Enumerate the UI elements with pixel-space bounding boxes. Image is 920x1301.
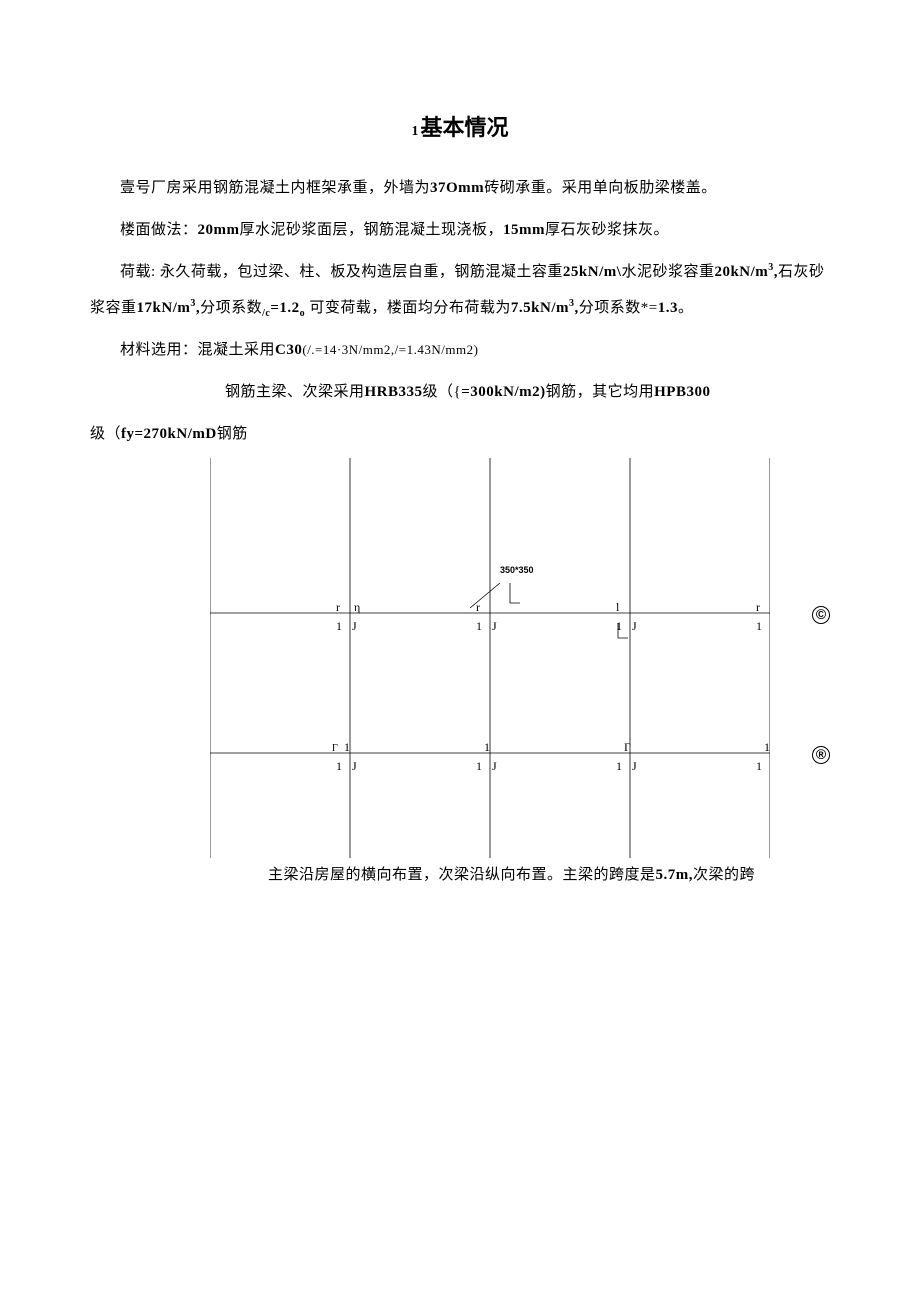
svg-text:350*350: 350*350 bbox=[500, 565, 534, 575]
svg-text:J: J bbox=[632, 759, 637, 773]
svg-text:J: J bbox=[352, 619, 357, 633]
svg-text:1: 1 bbox=[336, 759, 342, 773]
paragraph-2: 楼面做法：20mm厚水泥砂浆面层，钢筋混凝土现浇板，15mm厚石灰砂浆抹灰。 bbox=[90, 212, 830, 248]
paragraph-5b: 级（fy=270kN/mD钢筋 bbox=[90, 416, 830, 452]
svg-text:J: J bbox=[632, 619, 637, 633]
svg-text:r: r bbox=[336, 600, 340, 614]
paragraph-5: 钢筋主梁、次梁采用HRB335级（{=300kN/m2)钢筋，其它均用HPB30… bbox=[225, 374, 830, 410]
footer-paragraph: 主梁沿房屋的横向布置，次梁沿纵向布置。主梁的跨度是5.7m,次梁的跨 bbox=[268, 859, 755, 892]
svg-text:1: 1 bbox=[616, 759, 622, 773]
title-text: 基本情况 bbox=[420, 115, 508, 140]
svg-text:1: 1 bbox=[616, 619, 622, 633]
svg-text:1: 1 bbox=[756, 759, 762, 773]
paragraph-3: 荷载: 永久荷载，包过梁、柱、板及构造层自重，钢筋混凝土容重25kN/m\水泥砂… bbox=[90, 254, 830, 326]
svg-text:J: J bbox=[352, 759, 357, 773]
svg-text:l: l bbox=[616, 600, 620, 614]
svg-text:η: η bbox=[354, 600, 360, 614]
title-number: 1 bbox=[411, 124, 418, 139]
svg-text:1: 1 bbox=[344, 740, 350, 754]
section-title: 1基本情况 bbox=[90, 110, 830, 142]
svg-text:1: 1 bbox=[484, 740, 490, 754]
svg-text:1: 1 bbox=[764, 740, 770, 754]
paragraph-1: 壹号厂房采用钢筋混凝土内框架承重，外墙为37Omm砖砌承重。采用单向板肋梁楼盖。 bbox=[90, 170, 830, 206]
svg-text:J: J bbox=[492, 759, 497, 773]
structural-diagram: 350*350rη1Jr1Jl1Jrη1J1Γ1J11JΓ1J11J © ® 主… bbox=[90, 458, 830, 878]
paragraph-4: 材料选用：混凝土采用C30(/.=14·3N/mm2,/=1.43N/mm2) bbox=[90, 332, 830, 368]
svg-text:r: r bbox=[756, 600, 760, 614]
svg-text:1: 1 bbox=[476, 759, 482, 773]
svg-text:r: r bbox=[476, 600, 480, 614]
svg-text:1: 1 bbox=[476, 619, 482, 633]
svg-text:1: 1 bbox=[756, 619, 762, 633]
axis-label-c: © bbox=[812, 606, 830, 624]
diagram-svg: 350*350rη1Jr1Jl1Jrη1J1Γ1J11JΓ1J11J bbox=[210, 458, 770, 858]
svg-text:Γ: Γ bbox=[624, 740, 631, 754]
svg-text:J: J bbox=[492, 619, 497, 633]
svg-text:1: 1 bbox=[336, 619, 342, 633]
svg-text:Γ: Γ bbox=[332, 743, 338, 754]
axis-label-b: ® bbox=[812, 746, 830, 764]
